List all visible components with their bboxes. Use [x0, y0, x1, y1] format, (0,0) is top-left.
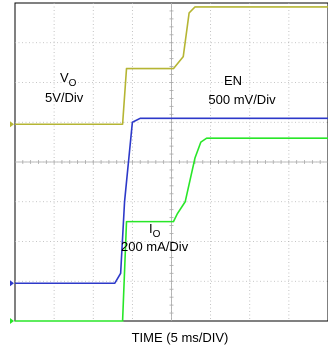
vo-name: V [60, 70, 69, 85]
trace-i-o [15, 137, 328, 322]
trace-en [15, 117, 328, 285]
vo-label: VO [60, 70, 77, 89]
trace-v-o [15, 6, 328, 126]
en-label: EN [224, 73, 242, 88]
vo-scale-label: 5V/Div [45, 90, 84, 105]
io-name: I [149, 221, 153, 236]
io-scale-label: 200 mA/Div [121, 239, 189, 254]
en-scale-label: 500 mV/Div [208, 92, 276, 107]
ground-marker-i [10, 318, 14, 324]
grid [15, 3, 328, 321]
traces [15, 6, 328, 322]
io-subscript: O [153, 229, 161, 240]
io-label: IO [149, 221, 161, 240]
vo-subscript: O [69, 78, 77, 89]
x-axis-label: TIME (5 ms/DIV) [132, 330, 229, 345]
ground-marker-v [10, 121, 14, 128]
ground-marker-en [10, 280, 14, 287]
ground-markers [10, 121, 14, 324]
